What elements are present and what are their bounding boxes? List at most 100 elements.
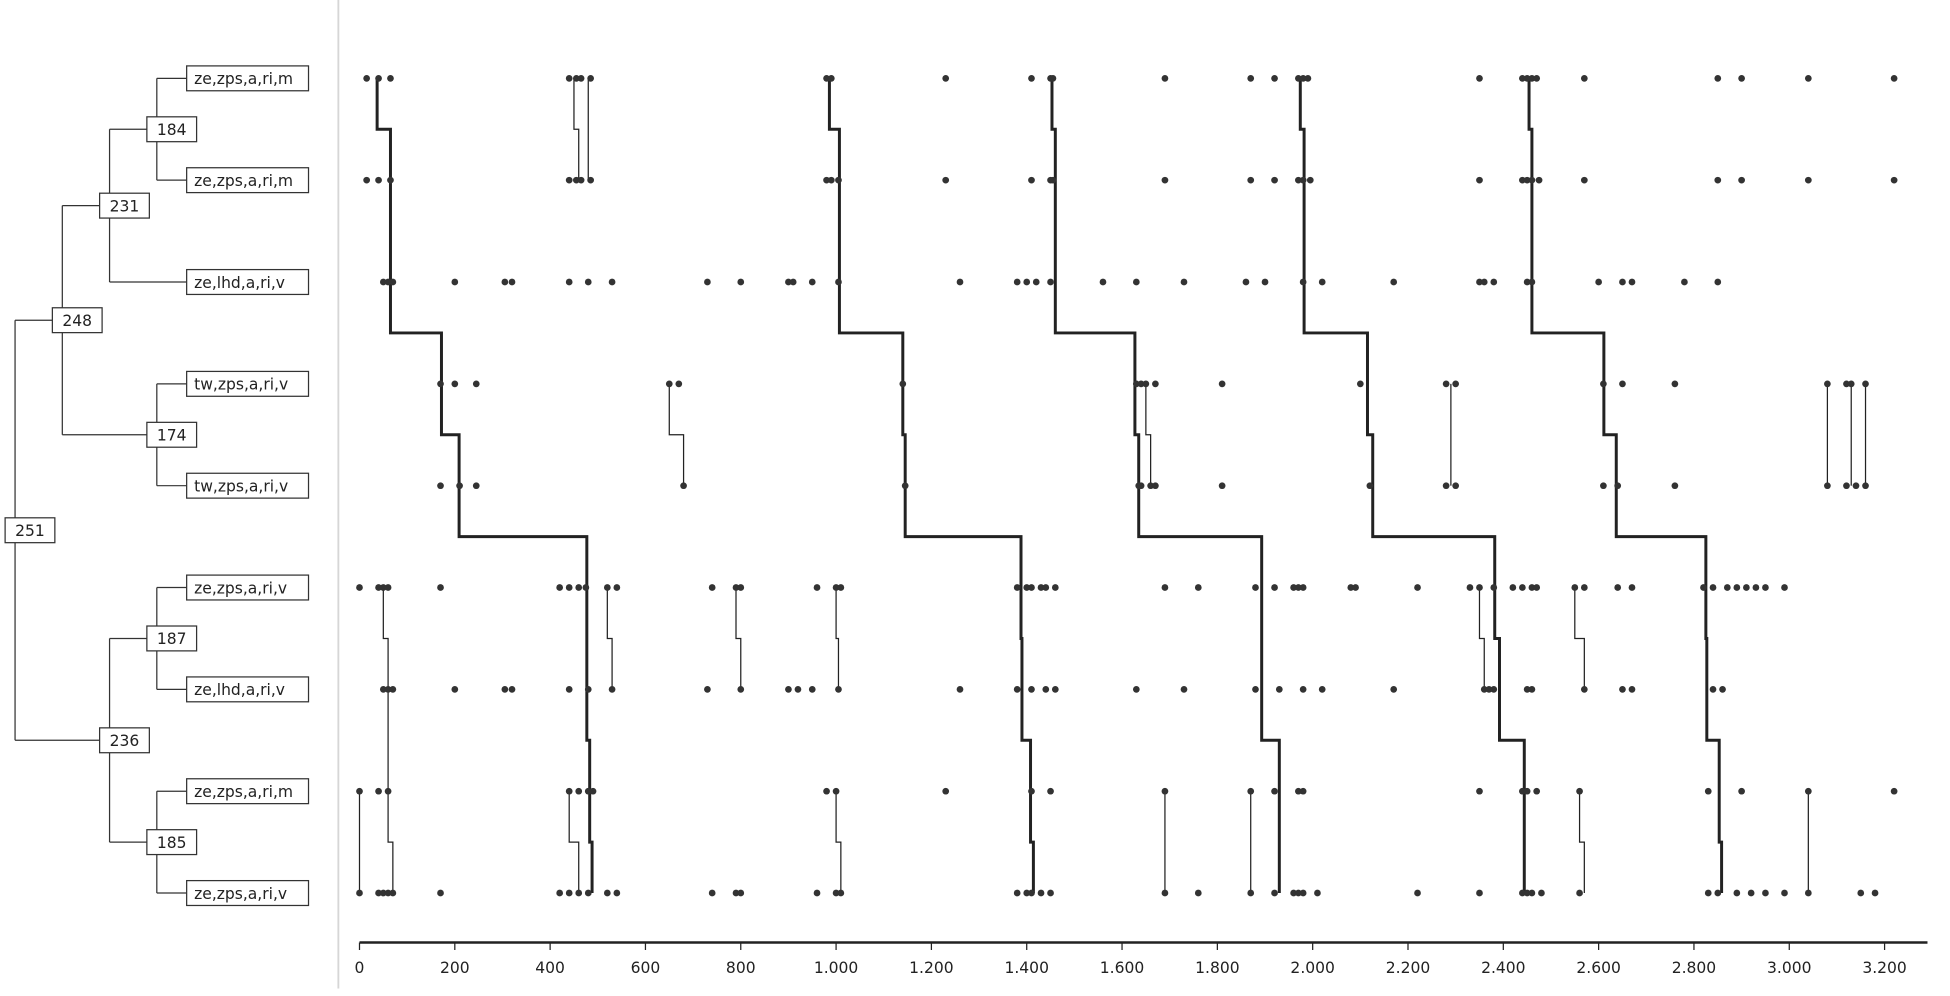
event-dot xyxy=(1290,889,1297,897)
event-dot xyxy=(832,889,840,897)
event-dot xyxy=(589,787,597,795)
event-dot xyxy=(789,278,797,286)
leaf-label: ze,zps,a,ri,v xyxy=(194,579,287,597)
event-dot xyxy=(1804,889,1812,897)
event-dot xyxy=(1013,278,1021,286)
event-dot xyxy=(1252,584,1259,591)
event-dot xyxy=(1047,787,1054,795)
node-box xyxy=(146,829,198,856)
event-dot xyxy=(1533,787,1541,795)
event-dot xyxy=(956,686,964,693)
event-dot xyxy=(575,584,583,591)
event-dot xyxy=(1671,380,1679,388)
event-dot xyxy=(1619,380,1626,388)
event-dot xyxy=(613,584,621,591)
event-dot xyxy=(835,278,842,286)
event-dot xyxy=(1476,176,1483,184)
event-dot xyxy=(437,584,444,591)
event-dot xyxy=(575,889,583,897)
event-dot xyxy=(577,176,585,184)
event-dot xyxy=(1476,787,1483,795)
event-dot xyxy=(1194,584,1202,591)
event-dot xyxy=(575,787,583,795)
node-label: 184 xyxy=(157,121,187,139)
event-dot xyxy=(1318,686,1326,693)
event-dot xyxy=(1275,686,1283,693)
event-dot xyxy=(1747,889,1755,897)
x-tick-label: 2.000 xyxy=(1290,959,1334,977)
thin-link xyxy=(1145,383,1152,486)
node-label: 236 xyxy=(110,732,140,750)
event-dot xyxy=(1671,482,1679,490)
event-dot xyxy=(1271,176,1278,184)
event-dot xyxy=(1299,584,1307,591)
event-dot xyxy=(565,278,573,286)
event-dot xyxy=(1132,278,1140,286)
x-tick-label: 1.800 xyxy=(1195,959,1239,977)
event-dot xyxy=(584,787,592,795)
event-dot xyxy=(1804,74,1812,82)
event-dot xyxy=(1576,889,1583,897)
event-dot xyxy=(835,176,842,184)
event-dot xyxy=(1681,278,1688,286)
event-dot xyxy=(1709,584,1717,591)
event-dot xyxy=(587,74,594,82)
event-dot xyxy=(1299,787,1307,795)
event-dot xyxy=(556,889,564,897)
event-dot xyxy=(472,380,480,388)
event-dot xyxy=(1032,278,1040,286)
event-dot xyxy=(1523,278,1531,286)
event-dot xyxy=(827,176,835,184)
leaf-label: ze,zps,a,ri,m xyxy=(194,70,293,88)
event-dot xyxy=(1013,584,1021,591)
event-dot xyxy=(708,584,716,591)
event-dot xyxy=(1147,482,1154,490)
event-dot xyxy=(1519,787,1526,795)
event-dot xyxy=(737,889,745,897)
node-box xyxy=(98,727,150,754)
event-dot xyxy=(379,584,387,591)
event-dot xyxy=(1295,176,1302,184)
event-dot xyxy=(1356,380,1364,388)
event-dot xyxy=(1843,380,1850,388)
event-dot xyxy=(675,380,683,388)
event-dot xyxy=(1738,74,1745,82)
event-dot xyxy=(565,74,573,82)
thin-link xyxy=(668,383,685,486)
thin-link xyxy=(1574,587,1585,690)
event-dot xyxy=(704,278,711,286)
event-dot xyxy=(1247,74,1255,82)
event-dot xyxy=(1028,686,1035,693)
event-dot xyxy=(1049,176,1057,184)
node-label: 187 xyxy=(157,630,187,648)
event-dot xyxy=(1719,686,1726,693)
event-dot xyxy=(785,686,792,693)
event-dot xyxy=(1619,686,1626,693)
event-dot xyxy=(827,74,835,82)
thin-link xyxy=(382,587,394,894)
event-dot xyxy=(1051,686,1059,693)
thin-link xyxy=(835,791,842,894)
event-dot xyxy=(737,584,745,591)
event-dot xyxy=(1295,584,1302,591)
event-dot xyxy=(1704,889,1712,897)
event-dot xyxy=(1414,584,1421,591)
event-dot xyxy=(384,889,392,897)
event-dot xyxy=(613,889,621,897)
event-dot xyxy=(1804,787,1812,795)
event-dot xyxy=(1714,176,1722,184)
event-dot xyxy=(832,584,840,591)
event-dot xyxy=(1261,278,1269,286)
event-dot xyxy=(1347,584,1355,591)
x-tick-label: 200 xyxy=(440,959,470,977)
event-dot xyxy=(1752,584,1760,591)
event-dot xyxy=(1242,278,1250,286)
node-box xyxy=(4,517,56,544)
event-dot xyxy=(1013,686,1021,693)
event-dot xyxy=(1528,889,1536,897)
event-dot xyxy=(565,889,573,897)
event-dot xyxy=(1743,584,1750,591)
event-dot xyxy=(1628,584,1636,591)
event-dot xyxy=(1299,74,1307,82)
